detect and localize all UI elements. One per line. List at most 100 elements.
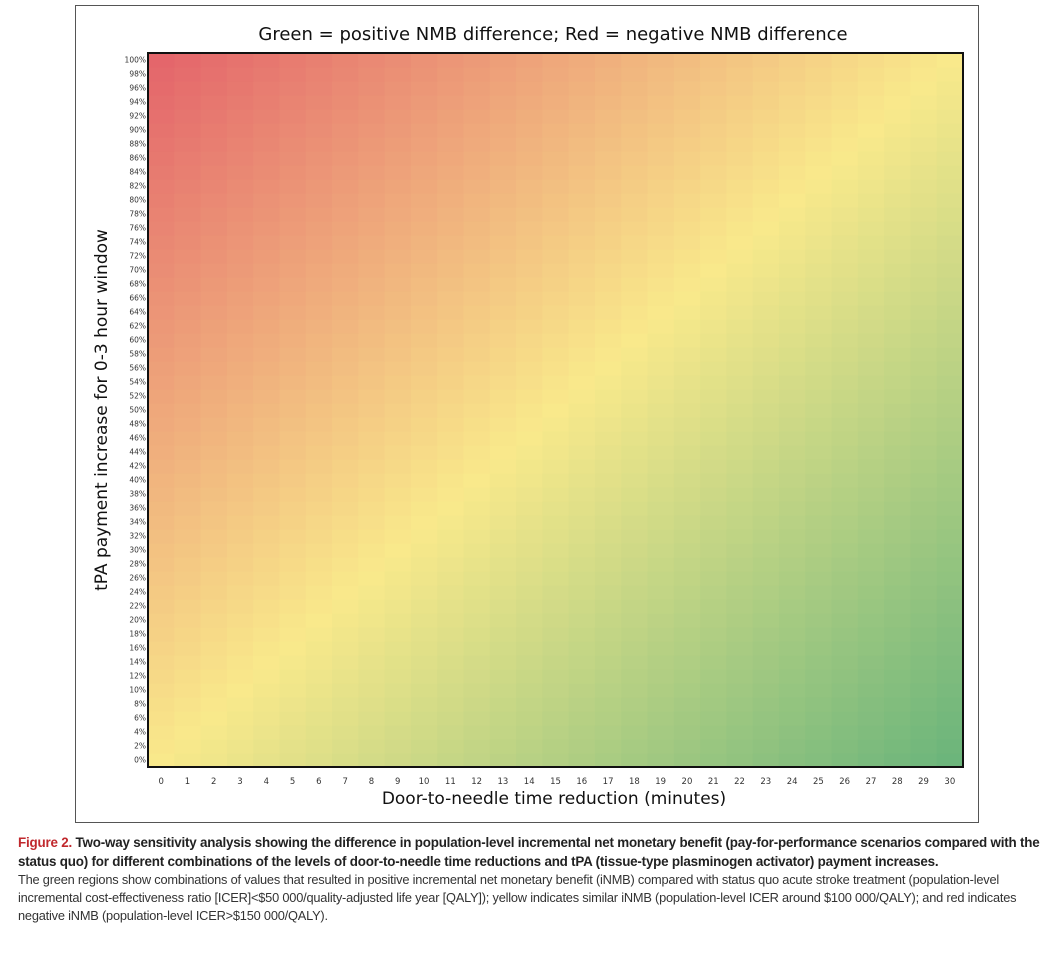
heatmap-cell xyxy=(542,739,570,754)
heatmap-cell xyxy=(857,207,885,222)
heatmap-cell xyxy=(253,151,281,166)
heatmap-cell xyxy=(594,431,622,446)
heatmap-cell xyxy=(936,53,964,68)
heatmap-cell xyxy=(594,221,622,236)
heatmap-cell xyxy=(726,571,754,586)
heatmap-cell xyxy=(148,431,175,446)
heatmap-cell xyxy=(516,627,543,642)
heatmap-cell xyxy=(568,291,596,306)
heatmap-cell xyxy=(778,193,806,208)
heatmap-cell xyxy=(936,557,964,572)
heatmap-cell xyxy=(700,305,727,320)
heatmap-cell xyxy=(200,725,228,740)
heatmap-cell xyxy=(279,739,307,754)
y-tick-label: 98% xyxy=(129,70,146,79)
heatmap-cell xyxy=(752,67,780,82)
heatmap-cell xyxy=(700,613,727,628)
y-tick-label: 12% xyxy=(129,672,146,681)
heatmap-cell xyxy=(884,95,912,110)
heatmap-cell xyxy=(805,375,833,390)
heatmap-cell xyxy=(542,67,570,82)
heatmap-cell xyxy=(936,81,964,96)
heatmap-cell xyxy=(463,137,491,152)
heatmap-cell xyxy=(621,459,649,474)
heatmap-cell xyxy=(148,95,175,110)
heatmap-cell xyxy=(726,207,754,222)
heatmap-cell xyxy=(647,641,675,656)
heatmap-cell xyxy=(410,361,438,376)
heatmap-cell xyxy=(516,235,543,250)
heatmap-cell xyxy=(384,669,412,684)
heatmap-cell xyxy=(673,389,701,404)
heatmap-cell xyxy=(594,753,622,768)
heatmap-cell xyxy=(384,81,412,96)
heatmap-cell xyxy=(437,235,465,250)
heatmap-cell xyxy=(358,487,386,502)
heatmap-cell xyxy=(594,137,622,152)
heatmap-cell xyxy=(542,123,570,138)
heatmap-cell xyxy=(489,235,517,250)
heatmap-cell xyxy=(936,711,964,726)
heatmap-cell xyxy=(384,445,412,460)
heatmap-cell xyxy=(253,473,281,488)
heatmap-cell xyxy=(936,235,964,250)
heatmap-cell xyxy=(463,193,491,208)
heatmap-cell xyxy=(305,417,333,432)
heatmap-cell xyxy=(516,81,543,96)
heatmap-cell xyxy=(489,641,517,656)
heatmap-cell xyxy=(542,109,570,124)
heatmap-cell xyxy=(437,291,465,306)
heatmap-cell xyxy=(568,459,596,474)
heatmap-cell xyxy=(910,529,938,544)
heatmap-cell xyxy=(936,529,964,544)
heatmap-cell xyxy=(437,249,465,264)
heatmap-cell xyxy=(647,347,675,362)
heatmap-cell xyxy=(226,683,254,698)
heatmap-cell xyxy=(384,529,412,544)
heatmap-cell xyxy=(673,235,701,250)
heatmap-cell xyxy=(647,627,675,642)
heatmap-cell xyxy=(805,627,833,642)
heatmap-cell xyxy=(673,571,701,586)
heatmap-cell xyxy=(253,725,281,740)
heatmap-cell xyxy=(253,53,281,68)
y-axis-label: tPA payment increase for 0-3 hour window xyxy=(92,229,112,591)
heatmap-cell xyxy=(831,543,859,558)
heatmap-cell xyxy=(647,123,675,138)
heatmap-cell xyxy=(174,305,202,320)
heatmap-cell xyxy=(279,305,307,320)
heatmap-cell xyxy=(410,683,438,698)
heatmap-cell xyxy=(884,319,912,334)
x-tick-label: 3 xyxy=(237,777,242,787)
heatmap-cell xyxy=(884,515,912,530)
heatmap-cell xyxy=(489,333,517,348)
heatmap-cell xyxy=(384,305,412,320)
heatmap-cell xyxy=(594,291,622,306)
heatmap-cell xyxy=(174,529,202,544)
heatmap-cell xyxy=(752,725,780,740)
y-tick-label: 66% xyxy=(129,294,146,303)
heatmap-cell xyxy=(621,403,649,418)
heatmap-cell xyxy=(437,81,465,96)
heatmap-cell xyxy=(778,249,806,264)
heatmap-cell xyxy=(831,557,859,572)
heatmap-cell xyxy=(516,543,543,558)
heatmap-cell xyxy=(568,431,596,446)
heatmap-cell xyxy=(384,221,412,236)
y-tick-label: 68% xyxy=(129,280,146,289)
heatmap-cell xyxy=(621,375,649,390)
heatmap-cell xyxy=(148,207,175,222)
heatmap-cell xyxy=(437,683,465,698)
heatmap-cell xyxy=(410,543,438,558)
heatmap-cell xyxy=(673,333,701,348)
heatmap-cell xyxy=(305,375,333,390)
heatmap-cell xyxy=(410,333,438,348)
heatmap-cell xyxy=(542,683,570,698)
heatmap-cell xyxy=(489,725,517,740)
heatmap-cell xyxy=(516,165,543,180)
x-tick-label: 25 xyxy=(813,777,824,787)
heatmap-cell xyxy=(910,613,938,628)
heatmap-cell xyxy=(410,669,438,684)
heatmap-cell xyxy=(884,137,912,152)
heatmap-cell xyxy=(200,711,228,726)
